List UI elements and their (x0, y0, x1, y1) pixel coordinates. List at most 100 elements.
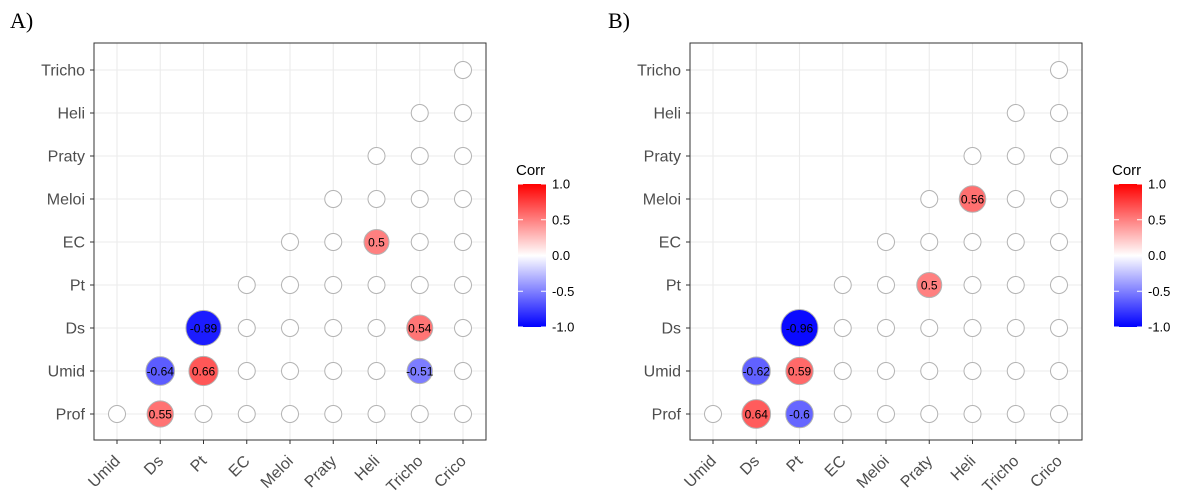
correlation-point (324, 233, 343, 251)
y-tick-label: Prof (56, 407, 86, 424)
correlation-point (741, 399, 772, 429)
correlation-point (324, 405, 343, 423)
x-tick-label: Umid (85, 453, 123, 491)
legend-tick-label: 1.0 (552, 177, 570, 192)
correlation-point (1006, 147, 1025, 165)
correlation-value-label: 0.59 (788, 365, 812, 379)
correlation-point (410, 190, 429, 208)
correlation-point (963, 405, 982, 423)
correlation-point (833, 276, 852, 294)
correlation-point (1050, 276, 1068, 294)
correlation-value-label: -0.6 (789, 408, 810, 422)
correlation-point (1006, 362, 1025, 380)
legend-tick-label: -1.0 (552, 320, 574, 335)
correlation-point (145, 356, 176, 386)
correlation-point (367, 405, 386, 423)
x-tick-label: Crico (431, 453, 469, 491)
correlation-point (877, 233, 895, 251)
x-tick-label: Ds (141, 453, 167, 479)
correlation-point (877, 276, 895, 294)
legend-tick-label: 0.5 (552, 212, 570, 227)
legend-tick-label: 0.0 (1148, 248, 1166, 263)
correlation-point (1006, 319, 1025, 337)
y-tick-label: Umid (644, 364, 681, 381)
correlation-point (1050, 362, 1068, 380)
correlation-point (454, 147, 472, 165)
correlation-point (188, 355, 219, 387)
correlation-value-label: 0.56 (961, 193, 985, 207)
legend-tick-label: -0.5 (1148, 284, 1170, 299)
correlation-point (324, 190, 343, 208)
correlation-point (1050, 319, 1068, 337)
y-tick-label: Tricho (637, 63, 681, 80)
correlation-point (454, 319, 472, 337)
correlation-value-label: -0.96 (786, 322, 814, 336)
correlation-point (406, 357, 433, 385)
correlation-point (454, 104, 472, 122)
correlation-point (963, 147, 982, 165)
x-tick-label: Crico (1027, 453, 1065, 491)
correlation-point (367, 190, 386, 208)
x-tick-label: Umid (681, 453, 719, 491)
legend-title: Corr (516, 162, 545, 179)
correlation-point (324, 276, 343, 294)
correlation-point (454, 61, 472, 79)
correlation-point (406, 314, 434, 342)
correlation-point (1006, 233, 1025, 251)
correlation-point (281, 362, 299, 380)
correlation-point (410, 405, 429, 423)
correlation-point (1050, 61, 1068, 79)
correlation-point (410, 147, 429, 165)
correlation-point (877, 319, 895, 337)
correlation-point (281, 319, 299, 337)
panel-b: B) Prof Umid Ds Pt EC Meloi Praty Heli Tricho Umi… (600, 0, 1184, 493)
correlation-point (833, 405, 852, 423)
correlation-point (833, 362, 852, 380)
y-tick-label: Ds (661, 321, 681, 338)
correlation-point (1006, 104, 1025, 122)
correlation-point (920, 405, 939, 423)
y-tick-label: EC (63, 235, 85, 252)
y-tick-label: Pt (666, 278, 682, 295)
correlation-value-label: 0.55 (149, 408, 173, 422)
legend-tick-label: 0.5 (1148, 212, 1166, 227)
correlation-point (1050, 190, 1068, 208)
correlation-point (363, 229, 390, 255)
correlation-point (324, 362, 343, 380)
correlation-point (1050, 405, 1068, 423)
panel-label-b: B) (608, 8, 630, 33)
correlation-point (454, 276, 472, 294)
x-tick-label: EC (226, 453, 254, 481)
correlation-point (1006, 405, 1025, 423)
correlation-point (281, 276, 299, 294)
correlation-point (1050, 147, 1068, 165)
panel-label-a: A) (10, 8, 34, 33)
correlation-point (410, 233, 429, 251)
correlation-point (367, 147, 386, 165)
correlation-value-label: -0.51 (406, 365, 434, 379)
correlation-point (916, 272, 943, 298)
legend-tick-label: 0.0 (552, 248, 570, 263)
x-tick-label: Tricho (980, 453, 1023, 493)
correlation-point (237, 319, 256, 337)
y-tick-label: Tricho (41, 63, 85, 80)
correlation-value-label: 0.66 (192, 365, 216, 379)
correlation-point (920, 319, 939, 337)
correlation-point (454, 362, 472, 380)
correlation-point (194, 405, 213, 423)
correlation-point (108, 405, 126, 423)
correlation-value-label: 0.64 (745, 408, 769, 422)
correlation-point (324, 319, 343, 337)
legend-tick-label: -1.0 (1148, 320, 1170, 335)
correlation-point (963, 276, 982, 294)
correlation-value-label: 0.5 (921, 279, 938, 293)
panel-a: A) Prof Umid Ds Pt EC Meloi Praty Heli Tricho Umi… (10, 8, 574, 493)
x-tick-label: Meloi (854, 453, 893, 492)
x-tick-label: Praty (302, 453, 340, 491)
correlation-point (146, 400, 174, 428)
correlation-point (367, 362, 386, 380)
y-tick-label: Heli (57, 106, 85, 123)
y-tick-label: Prof (652, 407, 682, 424)
legend-tick-label: 1.0 (1148, 177, 1166, 192)
y-tick-label: Meloi (47, 192, 85, 209)
